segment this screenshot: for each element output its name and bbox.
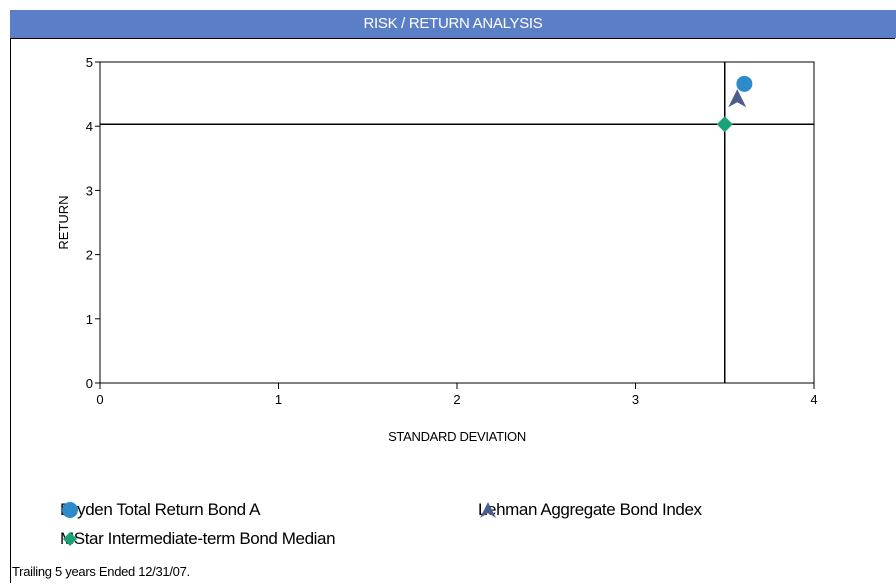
arrowhead-icon [480, 502, 496, 518]
y-tick-label: 5 [86, 55, 93, 70]
legend-item-mstar: MStar Intermediate-term Bond Median [60, 529, 336, 549]
y-tick-label: 2 [86, 248, 93, 263]
x-tick-label: 2 [453, 392, 460, 407]
x-tick-label: 1 [275, 392, 282, 407]
y-axis-label: RETURN [56, 195, 71, 249]
y-tick-label: 1 [86, 312, 93, 327]
footnote: Trailing 5 years Ended 12/31/07. [12, 564, 190, 579]
point-lehman [728, 89, 747, 108]
legend-item-dryden: Dryden Total Return Bond A [60, 500, 260, 520]
chart-panel [10, 38, 895, 583]
legend-label: Dryden Total Return Bond A [60, 500, 261, 519]
x-tick-label: 3 [632, 392, 639, 407]
y-tick-label: 3 [86, 183, 93, 198]
legend-label: MStar Intermediate-term Bond Median [60, 529, 336, 548]
plot-area [99, 61, 815, 384]
chart-header: RISK / RETURN ANALYSIS [10, 10, 896, 38]
point-dryden [736, 75, 753, 92]
diamond-icon [63, 532, 77, 546]
x-tick-label: 4 [810, 392, 817, 407]
y-tick-label: 0 [86, 376, 93, 391]
point-mstar [716, 116, 733, 133]
x-axis-label: STANDARD DEVIATION [388, 429, 526, 444]
circle-icon [62, 502, 78, 518]
x-tick-label: 0 [96, 392, 103, 407]
legend-item-lehman: Lehman Aggregate Bond Index [478, 500, 702, 520]
chart-title: RISK / RETURN ANALYSIS [363, 15, 543, 32]
y-tick-label: 4 [86, 119, 93, 134]
legend-label: Lehman Aggregate Bond Index [478, 500, 702, 519]
